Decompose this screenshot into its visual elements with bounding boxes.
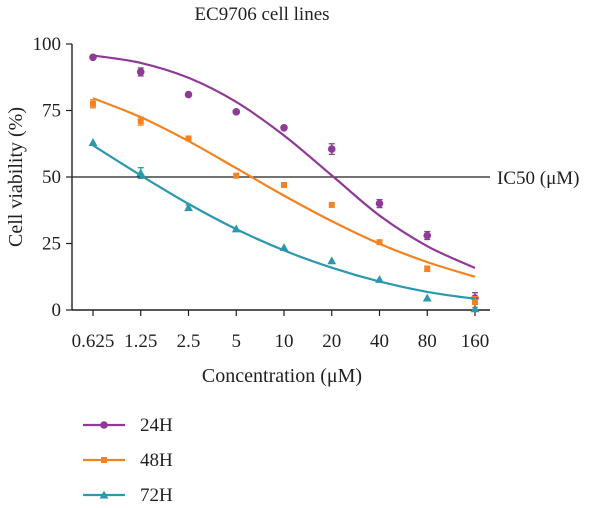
- x-tick-label: 0.625: [72, 331, 115, 352]
- data-point: [90, 100, 96, 107]
- data-point: [328, 201, 335, 208]
- x-tick-label: 10: [275, 331, 294, 352]
- legend-item-48h: 48H: [83, 450, 173, 471]
- data-point: [136, 68, 145, 76]
- legend-item-72h: 72H: [83, 485, 173, 506]
- data-point: [89, 53, 97, 62]
- data-point: [376, 239, 383, 246]
- fit-curve-48h: [92, 97, 476, 278]
- data-point: [375, 199, 384, 208]
- y-tick-label: 75: [42, 101, 61, 122]
- y-tick-label: 50: [42, 167, 61, 188]
- x-tick-label: 2.5: [177, 331, 201, 352]
- data-point: [422, 293, 432, 302]
- data-point: [281, 181, 287, 188]
- x-tick-label: 5: [232, 331, 242, 352]
- legend-marker: [101, 457, 107, 463]
- data-point: [137, 118, 144, 125]
- x-tick-label: 80: [418, 331, 437, 352]
- data-point: [185, 135, 192, 142]
- legend-label: 72H: [140, 485, 173, 506]
- y-axis-label: Cell viability (%): [5, 107, 27, 247]
- series-72h: [88, 138, 480, 313]
- data-point: [233, 172, 240, 179]
- data-point: [279, 243, 289, 252]
- legend-label: 24H: [140, 415, 173, 436]
- data-point: [280, 123, 288, 132]
- x-tick-label: 20: [322, 331, 341, 352]
- data-point: [184, 90, 193, 99]
- data-point: [327, 256, 337, 265]
- data-point: [470, 304, 480, 313]
- x-tick-label: 160: [461, 331, 490, 352]
- data-point: [136, 168, 146, 177]
- data-point: [232, 108, 241, 116]
- legend-marker: [99, 490, 109, 499]
- y-tick-label: 100: [33, 34, 62, 55]
- legend-marker: [100, 421, 108, 429]
- legend-label: 48H: [140, 450, 173, 471]
- data-point: [88, 138, 98, 146]
- data-point: [472, 299, 478, 306]
- data-point: [327, 145, 336, 153]
- y-tick-label: 0: [52, 300, 62, 321]
- fit-curve-72h: [92, 144, 476, 300]
- data-point: [375, 275, 384, 283]
- data-point: [423, 231, 432, 240]
- chart-title: EC9706 cell lines: [194, 4, 329, 25]
- y-tick-label: 25: [42, 234, 61, 255]
- x-tick-label: 40: [370, 331, 389, 352]
- data-point: [424, 265, 431, 272]
- ic50-label: IC50 (μM): [497, 168, 580, 189]
- legend-item-24h: 24H: [83, 415, 173, 436]
- data-point: [231, 224, 241, 233]
- data-point: [184, 203, 193, 212]
- series-48h: [90, 97, 478, 308]
- x-axis-label: Concentration (μM): [202, 365, 362, 387]
- fit-curve-24h: [92, 54, 476, 269]
- x-tick-label: 1.25: [124, 331, 157, 352]
